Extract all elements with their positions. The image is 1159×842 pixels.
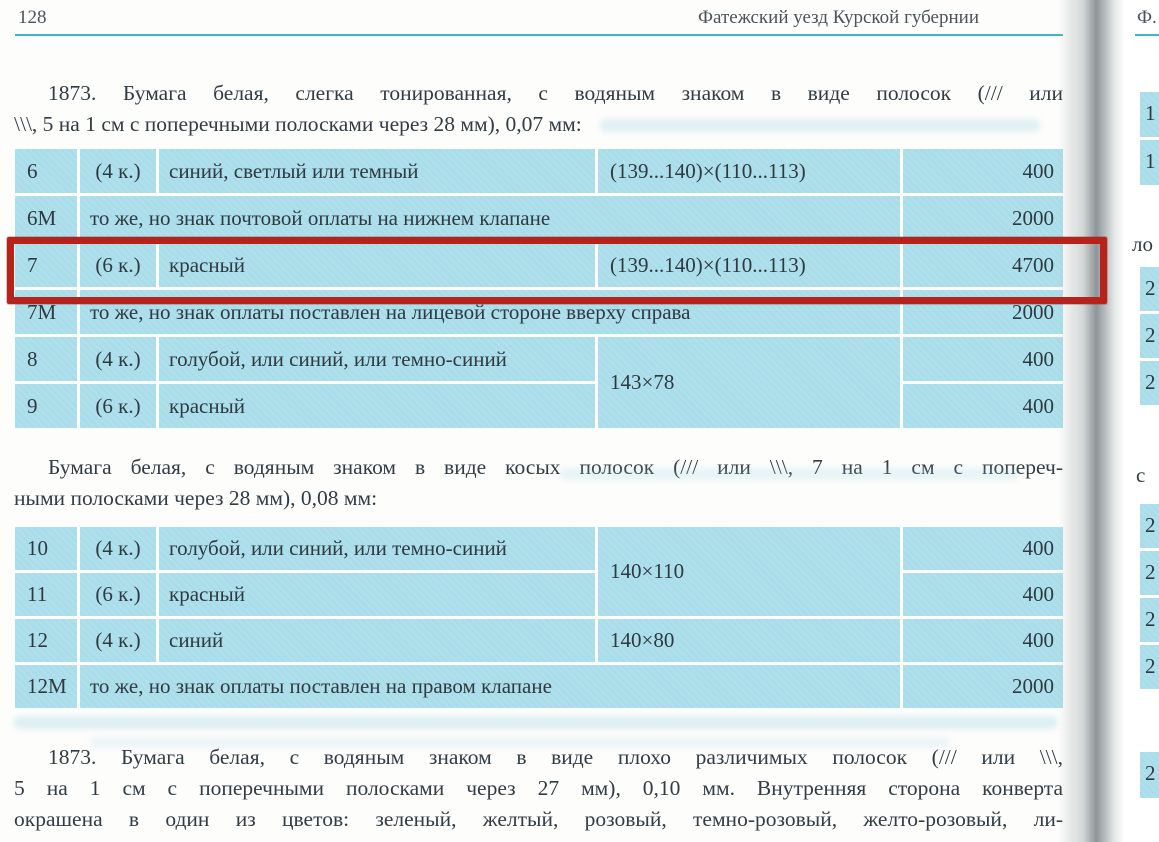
cell-price: 400 — [903, 149, 1063, 193]
next-page-table-cell: 2 — [1140, 361, 1159, 405]
table-row-12m: 12М то же, но знак оплаты поставлен на п… — [15, 665, 1063, 708]
cell-price: 400 — [903, 527, 1063, 570]
next-page-text-fragment: с — [1136, 463, 1146, 487]
next-page-table-cell: 2 — [1140, 314, 1159, 358]
header-rule — [15, 34, 1063, 36]
running-header: Фатежский уезд Курской губернии — [698, 7, 979, 28]
paragraph-diagonal-watermark: Бумага белая, с водяным знаком в виде ко… — [14, 452, 1063, 514]
cell-denomination: (4 к.) — [80, 527, 156, 570]
next-page-table-cell: 2 — [1140, 598, 1159, 642]
cell-denomination: (6 к.) — [80, 243, 156, 287]
table-row-8: 8 (4 к.) голубой, или синий, или темно-с… — [15, 337, 1063, 428]
next-page-table-cell: 2 — [1140, 504, 1159, 548]
cell-description: красный — [159, 573, 595, 616]
cell-price: 2000 — [903, 196, 1063, 240]
paragraph-1873-toned-paper: 1873. Бумага белая, слегка тонированная,… — [14, 78, 1063, 140]
next-page-header-rule — [1135, 34, 1159, 36]
paragraph-line: Бумага белая, с водяным знаком в виде ко… — [48, 455, 1063, 479]
cell-number: 12 — [15, 619, 77, 662]
next-page-table-cell: 2 — [1140, 267, 1159, 311]
cell-description: красный — [159, 384, 595, 428]
paragraph-line: \\\, 5 на 1 см с поперечными полосками ч… — [14, 112, 582, 136]
next-page-table-cell: 2 — [1140, 551, 1159, 595]
next-page-running-header: Ф. — [1137, 7, 1157, 28]
page-gutter-shadow — [1058, 0, 1124, 842]
cell-denomination: (4 к.) — [80, 619, 156, 662]
paragraph-line: 5 на 1 см с поперечными полосками через … — [14, 776, 1063, 800]
cell-denomination: (6 к.) — [80, 384, 156, 428]
next-page-table-cell: 1 — [1140, 92, 1159, 137]
cell-number: 12М — [15, 665, 77, 708]
cell-price: 2000 — [903, 665, 1063, 708]
cell-size: (139...140)×(110...113) — [598, 243, 900, 287]
cell-denomination: (4 к.) — [80, 149, 156, 193]
paragraph-line: 1873. Бумага белая, слегка тонированная,… — [48, 81, 1063, 105]
cell-description: синий, светлый или темный — [159, 149, 595, 193]
cell-denomination: (4 к.) — [80, 337, 156, 381]
cell-price: 400 — [903, 573, 1063, 616]
table-row-9: 9 (6 к.) красный 400 — [15, 384, 1063, 428]
cell-price: 400 — [903, 384, 1063, 428]
cell-size: (139...140)×(110...113) — [598, 149, 900, 193]
next-page-table-cell: 1 — [1140, 140, 1159, 185]
cell-description: голубой, или синий, или темно-синий — [159, 337, 595, 381]
highlight-box-row-7 — [7, 237, 1107, 304]
table-row-6: 6 (4 к.) синий, светлый или темный (139.… — [15, 149, 1063, 193]
catalog-table-2: 10 (4 к.) голубой, или синий, или темно-… — [12, 524, 1066, 711]
paragraph-1873-faint-watermark: 1873. Бумага белая, с водяным знаком в в… — [14, 742, 1063, 835]
cell-size-merged: 143×78 — [598, 337, 900, 428]
cell-description: то же, но знак почтовой оплаты на нижнем… — [80, 196, 900, 240]
paragraph-line: ными полосками через 28 мм), 0,08 мм: — [14, 486, 378, 510]
left-page: 128 Фатежский уезд Курской губернии 1873… — [7, 7, 1107, 835]
show-through-text — [90, 737, 950, 748]
next-page-text-fragment: ло — [1132, 232, 1153, 256]
cell-description: голубой, или синий, или темно-синий — [159, 527, 595, 570]
cell-price: 400 — [903, 619, 1063, 662]
cell-size: 140×80 — [598, 619, 900, 662]
table-row-11: 11 (6 к.) красный 400 — [15, 573, 1063, 616]
table-row-7-highlighted: 7 (6 к.) красный (139...140)×(110...113)… — [15, 243, 1063, 287]
cell-description: синий — [159, 619, 595, 662]
cell-description: то же, но знак оплаты поставлен на право… — [80, 665, 900, 708]
show-through-text — [560, 468, 1020, 480]
page-number: 128 — [18, 7, 47, 28]
cell-number: 6 — [15, 149, 77, 193]
table-row-10: 10 (4 к.) голубой, или синий, или темно-… — [15, 527, 1063, 616]
cell-size-merged: 140×110 — [598, 527, 900, 616]
cell-number: 10 — [15, 527, 77, 570]
cell-number: 8 — [15, 337, 77, 381]
cell-price: 400 — [903, 337, 1063, 381]
cell-description: красный — [159, 243, 595, 287]
cell-number: 9 — [15, 384, 77, 428]
paragraph-line: окрашена в один из цветов: зеленый, желт… — [14, 807, 1063, 831]
table-row-12: 12 (4 к.) синий 140×80 400 — [15, 619, 1063, 662]
paragraph-line: 1873. Бумага белая, с водяным знаком в в… — [48, 745, 1063, 769]
cell-price: 4700 — [903, 243, 1063, 287]
cell-denomination: (6 к.) — [80, 573, 156, 616]
show-through-text — [600, 119, 1040, 132]
next-page-table-cell: 2 — [1140, 752, 1159, 798]
cell-number: 11 — [15, 573, 77, 616]
table-row-6m: 6М то же, но знак почтовой оплаты на ниж… — [15, 196, 1063, 240]
next-page-table-cell: 2 — [1140, 645, 1159, 689]
cell-number: 7 — [15, 243, 77, 287]
cell-number: 6М — [15, 196, 77, 240]
show-through-text — [14, 716, 1058, 729]
